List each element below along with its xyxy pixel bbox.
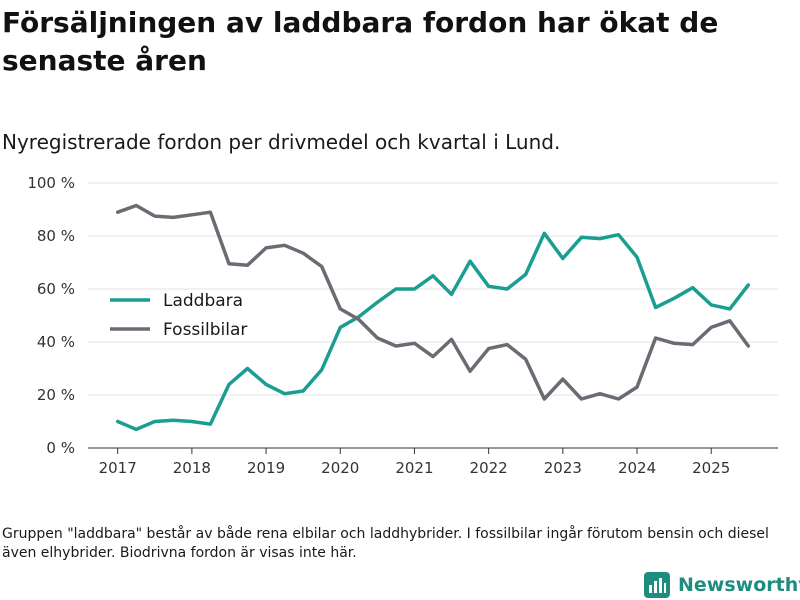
newsworthy-logo-icon: [644, 572, 670, 598]
x-tick-label: 2025: [692, 459, 730, 477]
x-tick-label: 2019: [247, 459, 285, 477]
line-chart: 0 % 20 % 40 % 60 % 80 % 100 % 2017 2018 2019 2020…: [27, 174, 778, 477]
x-tick-label: 2023: [544, 459, 582, 477]
legend-label-fossilbilar: Fossilbilar: [163, 320, 247, 340]
y-tick-label: 40 %: [37, 333, 75, 351]
brand-logo[interactable]: Newsworthy: [644, 570, 800, 600]
y-tick-label: 80 %: [37, 227, 75, 245]
x-tick-label: 2018: [173, 459, 211, 477]
brand-name: Newsworthy: [678, 574, 800, 596]
series-line-laddbara: [115, 231, 751, 432]
chart-title: Försäljningen av laddbara fordon har öka…: [2, 6, 719, 77]
x-tick-label: 2020: [321, 459, 359, 477]
x-tick-label: 2024: [618, 459, 656, 477]
chart-subtitle: Nyregistrerade fordon per drivmedel och …: [2, 130, 561, 154]
legend-label-laddbara: Laddbara: [163, 291, 243, 311]
y-tick-label: 60 %: [37, 280, 75, 298]
series-line-fossilbilar: [115, 203, 751, 401]
x-tick-label: 2021: [395, 459, 433, 477]
y-tick-label: 0 %: [46, 439, 75, 457]
y-tick-label: 20 %: [37, 386, 75, 404]
x-tick-label: 2022: [470, 459, 508, 477]
footnote: Gruppen "laddbara" består av både rena e…: [2, 526, 769, 561]
y-tick-label: 100 %: [27, 174, 75, 192]
x-tick-label: 2017: [99, 459, 137, 477]
